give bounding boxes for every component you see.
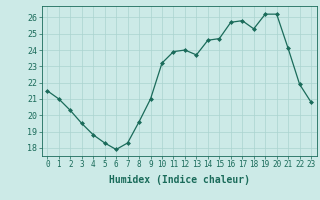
X-axis label: Humidex (Indice chaleur): Humidex (Indice chaleur)	[109, 175, 250, 185]
